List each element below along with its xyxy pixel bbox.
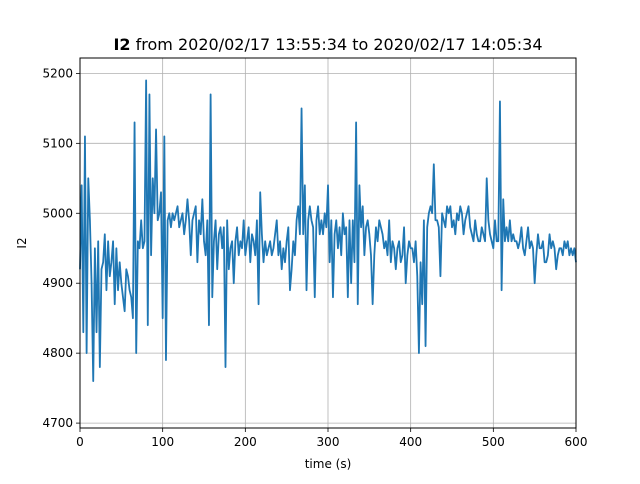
y-tick-label: 5200 (42, 66, 73, 80)
x-axis-ticks: 0 100 200 300 400 500 600 (76, 428, 587, 449)
chart-title-rest: from 2020/02/17 13:55:34 to 2020/02/17 1… (131, 35, 543, 54)
y-axis-label: I2 (15, 237, 29, 248)
y-axis-ticks: 4700 4800 4900 5000 5100 5200 (42, 66, 80, 430)
x-tick-label: 500 (482, 435, 505, 449)
y-tick-label: 5100 (42, 136, 73, 150)
x-tick-label: 400 (399, 435, 422, 449)
x-tick-label: 200 (234, 435, 257, 449)
chart-title: I2 from 2020/02/17 13:55:34 to 2020/02/1… (113, 35, 542, 54)
x-tick-label: 0 (76, 435, 84, 449)
x-tick-label: 100 (151, 435, 174, 449)
x-tick-label: 600 (565, 435, 588, 449)
chart-title-bold: I2 (113, 35, 130, 54)
y-tick-label: 4800 (42, 346, 73, 360)
x-tick-label: 300 (317, 435, 340, 449)
y-tick-label: 5000 (42, 206, 73, 220)
series-group (79, 79, 577, 383)
series-line-i2 (79, 79, 577, 383)
x-axis-label: time (s) (305, 457, 352, 471)
y-tick-label: 4900 (42, 276, 73, 290)
y-tick-label: 4700 (42, 416, 73, 430)
